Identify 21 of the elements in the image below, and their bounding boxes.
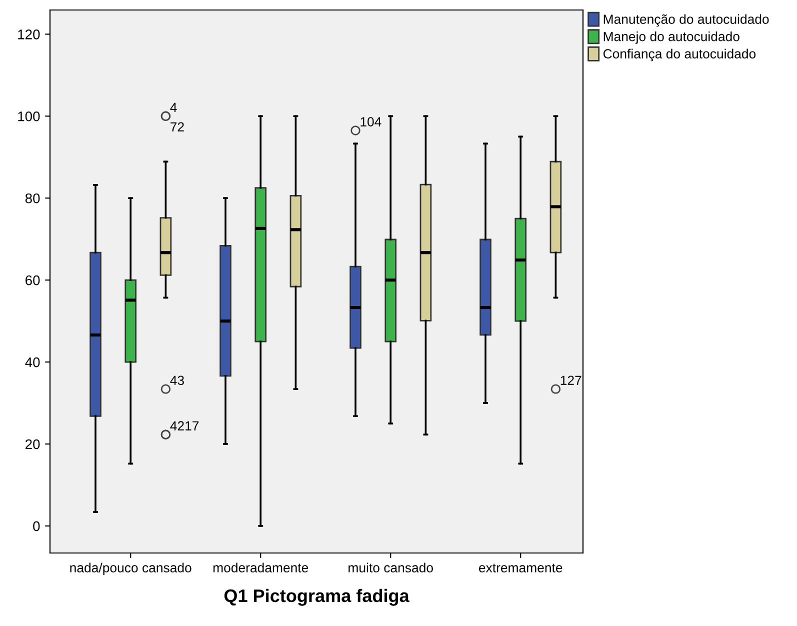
y-tick-label: 80 [25,193,40,204]
y-tick-label: 120 [18,30,40,40]
y-tick-label: 20 [26,439,40,450]
x-tick-label: muito cansado [348,562,433,572]
annotation: 43 [170,376,184,386]
annotation: 4 [170,102,177,112]
y-tick-label: 40 [25,357,40,368]
x-axis-title: Q1 Pictograma fadiga [224,588,410,606]
legend-label: Manejo do autocuidado [604,32,740,44]
x-tick-label: extremamente [478,564,562,572]
annotation: 104 [360,117,382,126]
legend-label: Confiança do autocuidado [603,48,756,62]
y-tick-label: 60 [26,275,40,286]
y-tick-label: 0 [33,521,40,532]
y-tick-label: 100 [18,111,40,122]
x-tick-label: moderadamente [213,562,308,572]
annotation: 72 [170,122,184,132]
x-tick-label: nada/pouco cansado [70,562,192,576]
legend-label: Manutenção do autocuidado [604,14,769,27]
annotation: 4217 [170,421,199,430]
annotation: 127 [560,376,582,385]
